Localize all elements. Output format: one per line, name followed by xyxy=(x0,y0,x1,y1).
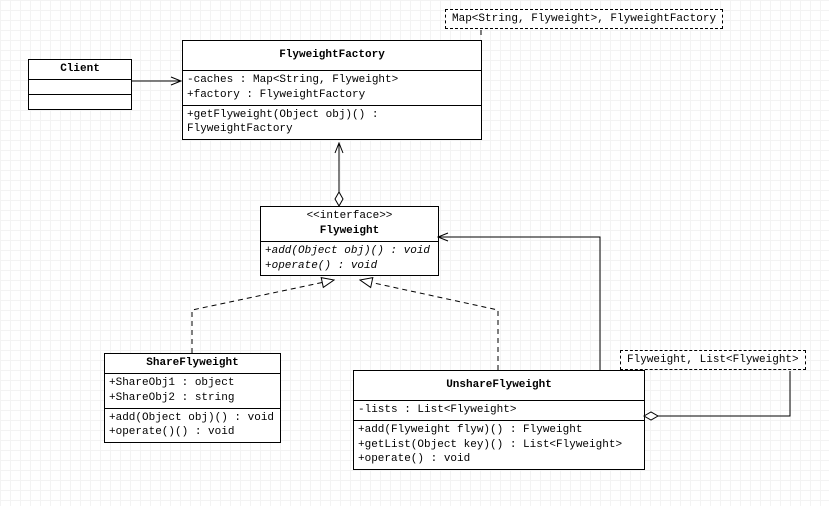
class-shareflyweight: ShareFlyweight +ShareObj1 : object +Shar… xyxy=(104,353,281,443)
attribute: +factory : FlyweightFactory xyxy=(187,88,477,103)
attribute: +ShareObj2 : string xyxy=(109,391,276,406)
attribute: -caches : Map<String, Flyweight> xyxy=(187,73,477,88)
interface-flyweight: <<interface>> Flyweight +add(Object obj)… xyxy=(260,206,439,276)
operation: +add(Flyweight flyw)() : Flyweight xyxy=(358,423,640,438)
operation: +getList(Object key)() : List<Flyweight> xyxy=(358,438,640,453)
operation: +add(Object obj)() : void xyxy=(109,411,276,426)
class-attributes xyxy=(29,80,131,94)
note-unshare-types: Flyweight, List<Flyweight> xyxy=(620,350,806,370)
operation: +add(Object obj)() : void xyxy=(265,244,434,259)
class-operations: +add(Object obj)() : void +operate() : v… xyxy=(261,242,438,276)
class-operations: +add(Object obj)() : void +operate()() :… xyxy=(105,408,280,443)
note-factory-types: Map<String, Flyweight>, FlyweightFactory xyxy=(445,9,723,29)
operation: +operate() : void xyxy=(265,259,434,274)
class-flyweightfactory: FlyweightFactory -caches : Map<String, F… xyxy=(182,40,482,140)
class-attributes: +ShareObj1 : object +ShareObj2 : string xyxy=(105,374,280,408)
class-title: FlyweightFactory xyxy=(183,41,481,71)
attribute: -lists : List<Flyweight> xyxy=(358,403,640,418)
class-operations: +getFlyweight(Object obj)() : FlyweightF… xyxy=(183,105,481,140)
class-title: Client xyxy=(29,60,131,80)
operation: +getFlyweight(Object obj)() : FlyweightF… xyxy=(187,108,477,138)
class-client: Client xyxy=(28,59,132,110)
class-title: UnshareFlyweight xyxy=(354,371,644,401)
operation: +operate()() : void xyxy=(109,425,276,440)
class-title: ShareFlyweight xyxy=(105,354,280,374)
class-operations: +add(Flyweight flyw)() : Flyweight +getL… xyxy=(354,420,644,470)
class-attributes: -lists : List<Flyweight> xyxy=(354,401,644,420)
class-unshareflyweight: UnshareFlyweight -lists : List<Flyweight… xyxy=(353,370,645,470)
class-operations xyxy=(29,94,131,109)
attribute: +ShareObj1 : object xyxy=(109,376,276,391)
class-header: <<interface>> Flyweight xyxy=(261,207,438,242)
stereotype: <<interface>> xyxy=(265,209,434,224)
class-attributes: -caches : Map<String, Flyweight> +factor… xyxy=(183,71,481,105)
operation: +operate() : void xyxy=(358,452,640,467)
class-title: Flyweight xyxy=(265,224,434,239)
